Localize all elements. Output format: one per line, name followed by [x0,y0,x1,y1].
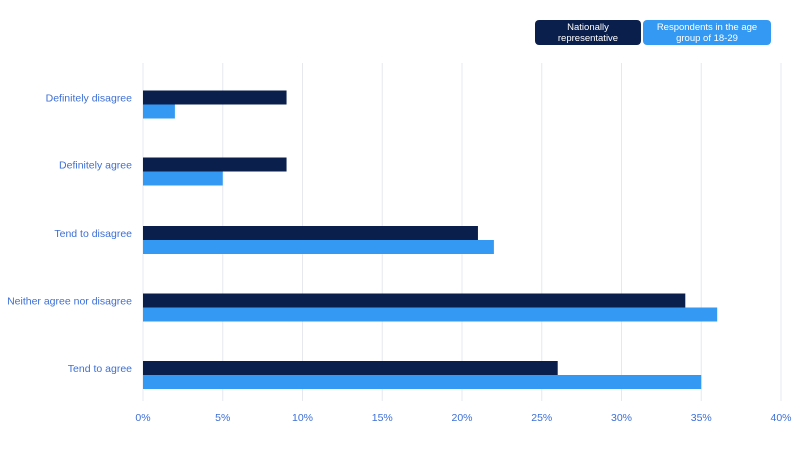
x-tick-label: 0% [135,412,150,424]
category-label: Tend to agree [68,363,132,375]
bar-respondents-18-29 [143,375,702,389]
x-tick-label: 35% [691,412,712,424]
legend-label-nationally-representative: Nationally representative [557,21,619,44]
bar-nationally-representative [143,293,686,308]
x-tick-label: 15% [372,412,393,424]
category-label: Neither agree nor disagree [7,296,132,308]
category-label: Tend to disagree [54,228,132,240]
category-label: Definitely agree [59,160,132,172]
x-tick-label: 10% [292,412,313,424]
bar-nationally-representative [143,90,287,105]
category-label: Definitely disagree [46,93,133,105]
x-tick-label: 20% [451,412,472,424]
x-tick-label: 5% [215,412,230,424]
bar-nationally-representative [143,157,287,172]
x-tick-label: 40% [770,412,791,424]
bar-respondents-18-29 [143,171,223,186]
x-tick-label: 25% [531,412,552,424]
bar-respondents-18-29 [143,104,175,119]
legend-label-respondents-18-29: Respondents in the age group of 18-29 [656,21,758,44]
legend-entry-respondents-18-29: Respondents in the age group of 18-29 [643,20,771,45]
x-tick-label: 30% [611,412,632,424]
bar-nationally-representative [143,361,558,375]
bar-nationally-representative [143,226,478,240]
bar-respondents-18-29 [143,240,494,254]
legend-entry-nationally-representative: Nationally representative [535,20,641,45]
bar-respondents-18-29 [143,307,718,322]
